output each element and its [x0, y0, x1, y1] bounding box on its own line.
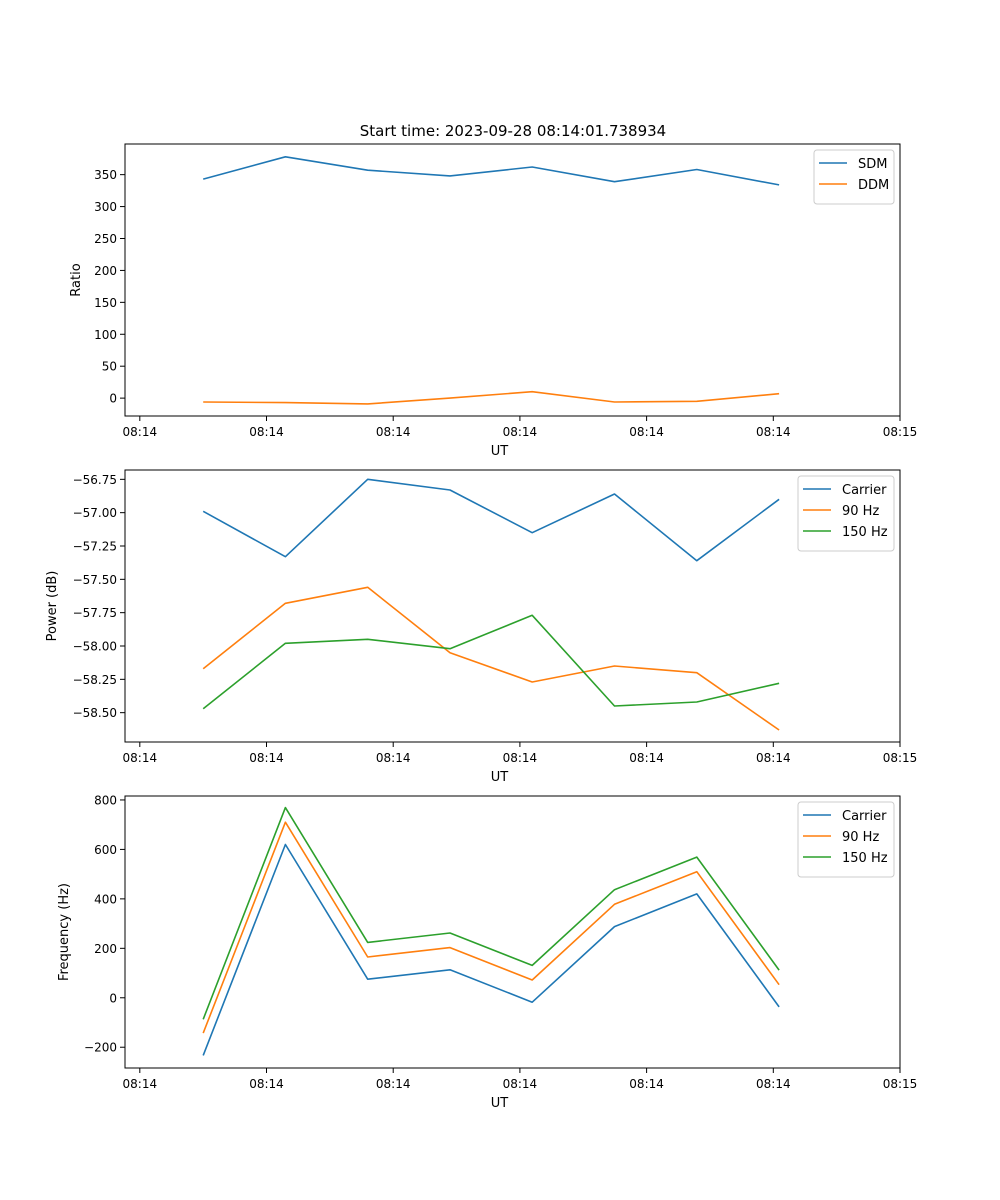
legend-box	[797, 475, 895, 552]
y-tick-label: −57.50	[73, 573, 117, 587]
x-tick-label: 08:14	[249, 751, 284, 765]
x-axis-label: UT	[491, 1096, 509, 1111]
plots: 08:14 08:14 08:14 08:14 08:14 08:14 08:15 0 50 10…	[45, 143, 918, 1111]
x-tick-label: 08:14	[756, 1077, 791, 1091]
axes-frame	[124, 795, 901, 1069]
chart-panel-1: 08:14 08:14 08:14 08:14 08:14 08:14 08:15 0 50 10…	[69, 143, 918, 459]
legend-box	[797, 801, 895, 878]
y-tick-label: −58.00	[73, 640, 117, 654]
legend-label-90-hz: 90 Hz	[842, 504, 879, 519]
x-tick-label: 08:14	[123, 1077, 158, 1091]
x-tick-label: 08:14	[376, 1077, 411, 1091]
y-axis-label: Frequency (Hz)	[57, 883, 72, 981]
y-tick-label: 250	[94, 232, 117, 246]
legend-label-ddm: DDM	[858, 178, 889, 193]
x-tick-label: 08:14	[249, 1077, 284, 1091]
x-tick-label: 08:15	[883, 751, 918, 765]
y-tick-label: 200	[94, 942, 117, 956]
chart-panel-3: 08:14 08:14 08:14 08:14 08:14 08:14 08:15 −200 0…	[57, 793, 917, 1111]
series-line-150-hz	[202, 806, 780, 1020]
x-tick-label: 08:14	[376, 751, 411, 765]
series-line-carrier	[202, 843, 780, 1056]
y-tick-label: 300	[94, 200, 117, 214]
figure-title: Start time: 2023-09-28 08:14:01.738934	[360, 122, 666, 140]
y-tick-label: 350	[94, 168, 117, 182]
y-tick-label: 400	[94, 892, 117, 906]
y-tick-label: −57.25	[73, 540, 117, 554]
legend-label-sdm: SDM	[858, 157, 887, 172]
x-tick-label: 08:14	[503, 1077, 538, 1091]
x-axis-label: UT	[491, 770, 509, 785]
y-tick-label: −58.50	[73, 706, 117, 720]
y-tick-label: −57.00	[73, 506, 117, 520]
x-tick-label: 08:14	[249, 425, 284, 439]
x-tick-label: 08:14	[629, 751, 664, 765]
y-tick-label: 600	[94, 843, 117, 857]
legend: Carrier 90 Hz 150 Hz	[797, 801, 895, 878]
y-tick-label: 800	[94, 793, 117, 807]
y-tick-label: 100	[94, 328, 117, 342]
series-line-carrier	[202, 478, 780, 562]
x-axis-label: UT	[491, 444, 509, 459]
x-tick-label: 08:14	[756, 425, 791, 439]
y-tick-label: −57.75	[73, 606, 117, 620]
legend-label-150-hz: 150 Hz	[842, 525, 888, 540]
legend-label-90-hz: 90 Hz	[842, 830, 879, 845]
x-tick-label: 08:14	[503, 425, 538, 439]
y-tick-label: −200	[84, 1041, 117, 1055]
x-tick-label: 08:14	[756, 751, 791, 765]
x-tick-label: 08:15	[883, 425, 918, 439]
x-tick-label: 08:14	[629, 425, 664, 439]
x-tick-label: 08:14	[503, 751, 538, 765]
legend-label-carrier: Carrier	[842, 809, 887, 824]
x-tick-label: 08:15	[883, 1077, 918, 1091]
legend-label-carrier: Carrier	[842, 483, 887, 498]
y-axis-label: Ratio	[69, 263, 84, 296]
series-line-150-hz	[202, 614, 780, 710]
series-line-90-hz	[202, 821, 780, 1034]
axes-frame	[124, 143, 901, 417]
series-line-sdm	[202, 156, 780, 186]
x-tick-label: 08:14	[629, 1077, 664, 1091]
legend: Carrier 90 Hz 150 Hz	[797, 475, 895, 552]
legend: SDM DDM	[813, 149, 895, 205]
y-tick-label: 0	[109, 991, 117, 1005]
y-tick-label: 50	[102, 360, 117, 374]
x-tick-label: 08:14	[123, 751, 158, 765]
series-line-ddm	[203, 390, 780, 405]
y-tick-label: 0	[109, 392, 117, 406]
legend-label-150-hz: 150 Hz	[842, 851, 888, 866]
x-tick-label: 08:14	[376, 425, 411, 439]
y-tick-label: 150	[94, 296, 117, 310]
y-tick-label: 200	[94, 264, 117, 278]
series-line-90-hz	[202, 586, 780, 731]
chart-panel-2: 08:14 08:14 08:14 08:14 08:14 08:14 08:15 −58.5…	[45, 469, 918, 785]
y-tick-label: −56.75	[73, 473, 117, 487]
axes-frame	[124, 469, 901, 743]
y-tick-label: −58.25	[73, 673, 117, 687]
y-axis-label: Power (dB)	[45, 571, 60, 642]
x-tick-label: 08:14	[123, 425, 158, 439]
